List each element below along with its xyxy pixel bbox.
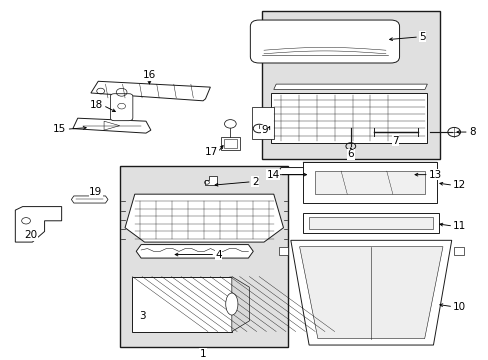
- Text: 4: 4: [215, 249, 222, 260]
- Ellipse shape: [225, 293, 238, 315]
- Polygon shape: [278, 247, 288, 255]
- Text: 11: 11: [452, 221, 466, 231]
- Polygon shape: [299, 247, 442, 339]
- Bar: [220, 138, 240, 150]
- Bar: [251, 107, 273, 139]
- Polygon shape: [125, 194, 283, 242]
- Text: 2: 2: [251, 177, 258, 187]
- Polygon shape: [136, 244, 253, 258]
- Circle shape: [224, 120, 236, 128]
- Text: 14: 14: [266, 170, 279, 180]
- Text: 13: 13: [428, 170, 441, 180]
- Bar: [315, 171, 424, 194]
- Bar: [120, 166, 288, 347]
- FancyBboxPatch shape: [110, 94, 133, 121]
- Polygon shape: [204, 176, 216, 185]
- Polygon shape: [453, 247, 463, 255]
- FancyBboxPatch shape: [250, 20, 399, 63]
- Polygon shape: [15, 207, 61, 242]
- Polygon shape: [273, 84, 427, 89]
- Text: 19: 19: [89, 187, 102, 197]
- Polygon shape: [73, 118, 151, 133]
- Text: 1: 1: [199, 349, 206, 359]
- Text: 8: 8: [468, 127, 474, 137]
- Bar: [223, 139, 237, 148]
- Bar: [132, 276, 231, 332]
- Text: 5: 5: [418, 32, 425, 42]
- Text: 10: 10: [452, 302, 466, 312]
- Text: 3: 3: [139, 311, 145, 321]
- Bar: [271, 93, 427, 143]
- Polygon shape: [91, 81, 210, 101]
- Text: 9: 9: [261, 125, 267, 135]
- Polygon shape: [276, 167, 317, 175]
- Text: 12: 12: [452, 180, 466, 190]
- Text: 15: 15: [53, 124, 66, 134]
- Polygon shape: [231, 276, 249, 332]
- Bar: [261, 12, 439, 159]
- Polygon shape: [290, 240, 451, 345]
- Text: 6: 6: [347, 149, 353, 159]
- Polygon shape: [71, 196, 108, 203]
- Polygon shape: [303, 162, 436, 171]
- Text: 18: 18: [90, 100, 103, 111]
- Text: 7: 7: [391, 136, 398, 146]
- Bar: [308, 217, 432, 229]
- Polygon shape: [305, 171, 424, 178]
- Text: 17: 17: [204, 147, 217, 157]
- Bar: [120, 166, 288, 347]
- Bar: [261, 12, 439, 159]
- Text: 20: 20: [24, 230, 38, 240]
- Bar: [303, 213, 438, 233]
- Text: 16: 16: [142, 70, 156, 80]
- Polygon shape: [303, 162, 436, 203]
